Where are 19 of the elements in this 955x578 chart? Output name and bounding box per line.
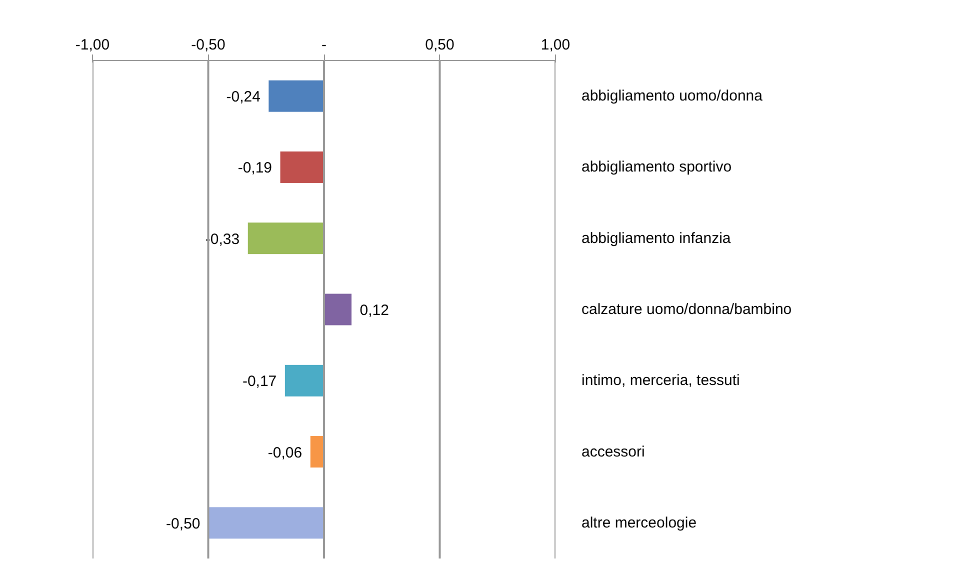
y-tick-label: abbigliamento infanzia [582, 230, 732, 247]
y-tick-label: abbigliamento sportivo [582, 158, 732, 176]
data-label: -0,33 [205, 230, 240, 248]
y-tick-label: altre merceologie [582, 514, 697, 532]
x-tick-label: 1,00 [540, 36, 570, 54]
y-tick-label: accessori [582, 443, 645, 460]
data-label: -0,50 [166, 515, 200, 532]
y-tick-label: abbigliamento uomo/donna [582, 88, 764, 105]
x-tick-label: 0,50 [425, 36, 454, 54]
x-tick-label: -1,00 [75, 36, 110, 54]
data-label: -0,19 [238, 160, 272, 177]
data-label: -0,24 [226, 88, 260, 106]
data-label: -0,06 [268, 444, 302, 462]
y-tick-label: calzature uomo/donna/bambino [582, 301, 792, 318]
x-tick-label: -0,50 [191, 36, 226, 54]
y-tick-label: intimo, merceria, tessuti [582, 372, 740, 390]
data-label: 0,12 [360, 302, 389, 319]
data-label: -0,17 [242, 373, 277, 390]
x-tick-label: - [322, 36, 326, 54]
